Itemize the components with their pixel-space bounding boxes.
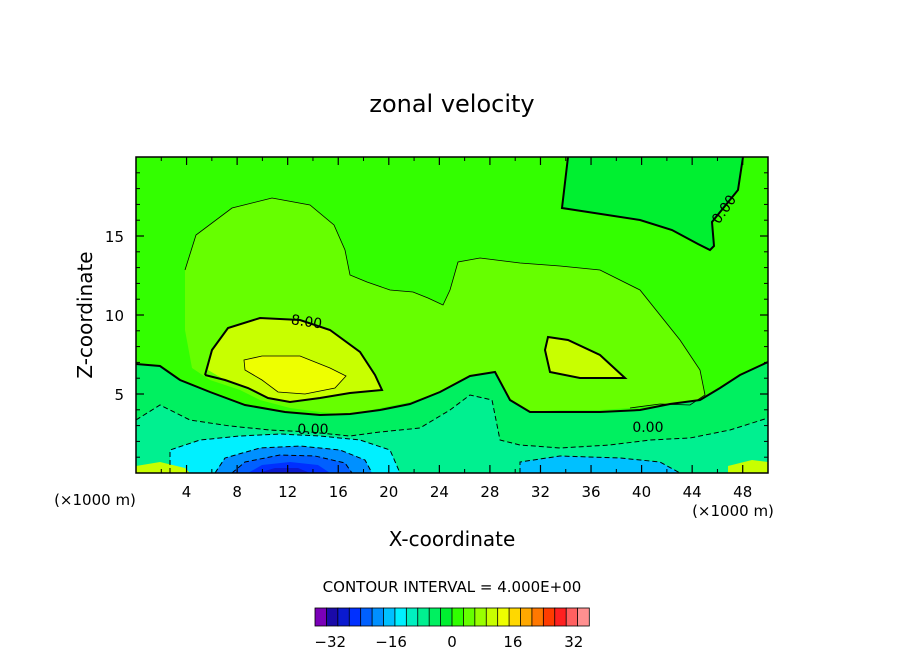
colorbar-swatch [440, 607, 453, 627]
colorbar-swatch [326, 607, 339, 627]
max-contour [243, 355, 347, 395]
contour-lines [136, 157, 768, 473]
max-level [244, 356, 346, 394]
colorbar-swatch [520, 607, 533, 627]
colorbar-tick-label: 16 [503, 633, 522, 651]
eight-contour [204, 316, 384, 404]
y-axis: 5 10 15 [105, 172, 768, 458]
x-tick-label: 40 [632, 483, 651, 501]
x-unit-left: (×1000 m) [54, 491, 136, 509]
x-tick-label: 44 [683, 483, 702, 501]
colorbar-swatch [371, 607, 385, 627]
y-tick-label: 10 [105, 307, 124, 325]
negative-contour-5 [519, 455, 681, 473]
upper-right-level [562, 157, 743, 250]
bottom-left-warm [136, 462, 190, 473]
colorbar-swatch [428, 607, 442, 627]
colorbar-swatch [337, 607, 350, 627]
x-tick-label: 36 [581, 483, 600, 501]
colorbar-swatch [577, 607, 590, 627]
x-tick-label: 48 [733, 483, 752, 501]
x-tick-label: 12 [278, 483, 297, 501]
plateau-contour [184, 197, 706, 409]
colorbar-swatch [497, 607, 510, 627]
colorbar-swatch [405, 607, 419, 627]
colorbar-tick-label: −32 [314, 633, 346, 651]
colorbar-swatch [348, 607, 362, 627]
x-unit-right: (×1000 m) [692, 502, 774, 520]
colorbar-swatch [508, 607, 522, 627]
chart-title: zonal velocity [369, 90, 534, 118]
x-tick-label: 24 [430, 483, 449, 501]
colorbar-swatch [451, 607, 465, 627]
colorbar-swatch [417, 607, 430, 627]
colorbar-swatch [463, 607, 476, 627]
x-tick-label: 4 [182, 483, 192, 501]
x-tick-label: 32 [531, 483, 550, 501]
colorbar-swatch [383, 607, 396, 627]
colorbar-swatch [531, 607, 545, 627]
colorbar [314, 607, 590, 627]
contour-label: 0.00 [297, 422, 328, 438]
x-tick-label: 28 [480, 483, 499, 501]
contour-field [136, 157, 768, 473]
colorbar-swatch [485, 607, 499, 627]
contour-label: 8.00 [290, 312, 323, 332]
colorbar-ticks: −32 −16 0 16 32 [314, 633, 583, 651]
x-tick-label: 16 [329, 483, 348, 501]
eight-contour-right [543, 335, 628, 379]
negative-contour [136, 394, 768, 449]
min-level-core [258, 468, 310, 473]
contour-label: 0.00 [632, 420, 663, 436]
colorbar-swatch [542, 607, 556, 627]
negative-contour-2 [169, 433, 401, 473]
colorbar-tick-label: 0 [447, 633, 457, 651]
colorbar-swatch [360, 607, 373, 627]
y-tick-label: 15 [105, 228, 124, 246]
x-axis: 4 8 12 16 20 24 28 32 36 40 44 48 [160, 157, 752, 501]
colorbar-swatch [474, 607, 487, 627]
colorbar-swatch [394, 607, 408, 627]
colorbar-swatch [554, 607, 567, 627]
colorbar-swatch [314, 607, 328, 627]
negative-contour-3 [214, 445, 373, 473]
y-axis-label: Z-coordinate [73, 251, 97, 378]
contour-interval-text: CONTOUR INTERVAL = 4.000E+00 [323, 578, 582, 596]
x-tick-label: 8 [232, 483, 242, 501]
bottom-right-warm [728, 460, 768, 473]
colorbar-tick-label: 32 [564, 633, 583, 651]
negative-contour-4 [231, 454, 353, 473]
colorbar-swatch [565, 607, 579, 627]
zero-contour [136, 361, 768, 417]
colorbar-tick-label: −16 [375, 633, 407, 651]
upper-right-zero-contour [560, 157, 744, 252]
x-axis-label: X-coordinate [389, 527, 516, 551]
y-tick-label: 5 [114, 386, 124, 404]
contour-labels: 8.000.00 0.000.00 [290, 192, 740, 437]
warm-level-right [545, 337, 625, 378]
x-tick-label: 20 [379, 483, 398, 501]
